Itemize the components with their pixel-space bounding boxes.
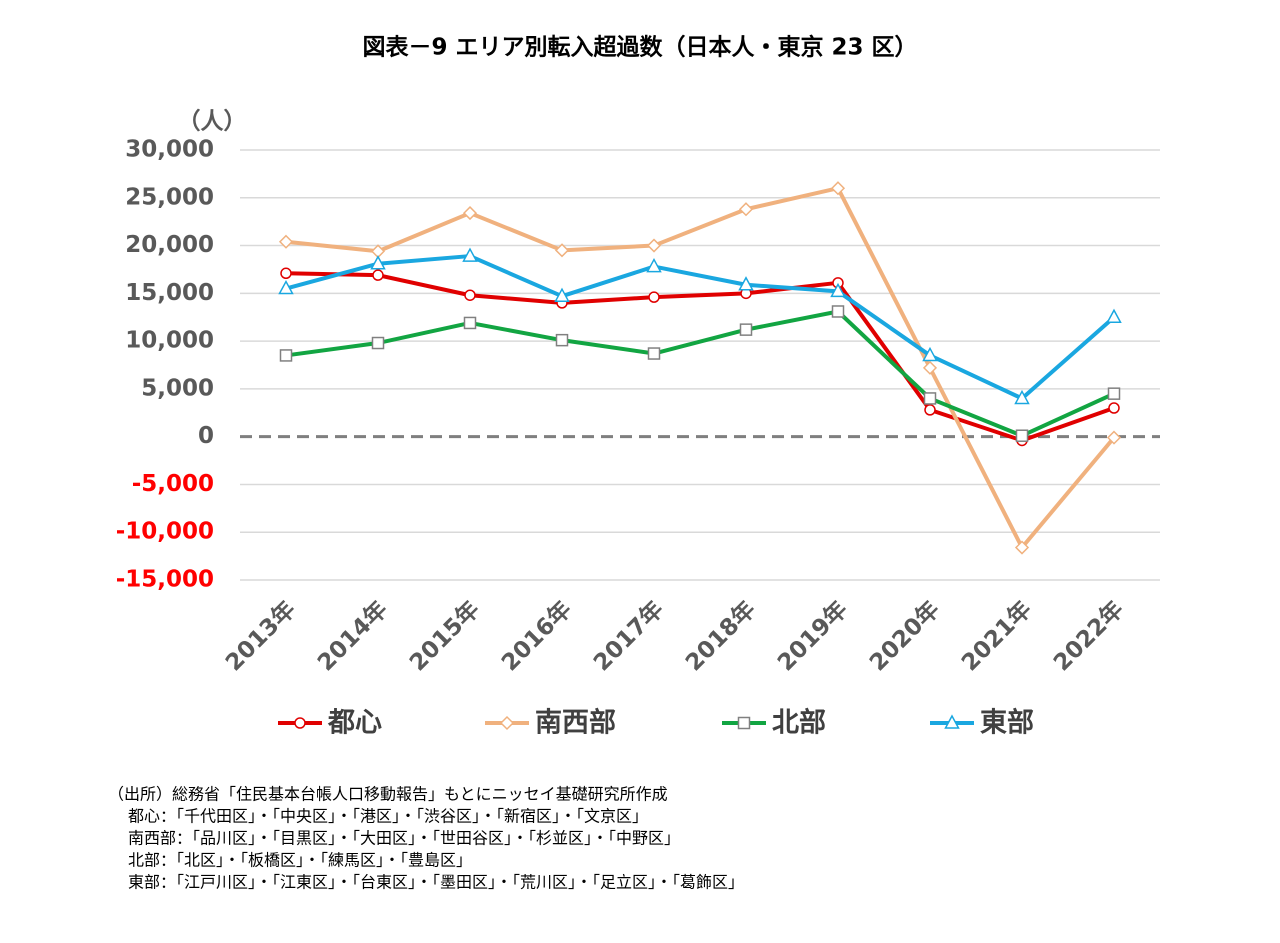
marker <box>280 267 292 280</box>
marker <box>1107 387 1121 400</box>
x-tick-label: 2022年 <box>1048 596 1129 677</box>
legend-label: 都心 <box>327 708 382 739</box>
marker <box>464 289 476 301</box>
marker <box>1108 402 1120 414</box>
y-tick-label: -15,000 <box>116 567 214 593</box>
note: （出所）総務省「住民基本台帳人口移動報告」もとにニッセイ基礎研究所作成 <box>108 785 668 804</box>
marker <box>1015 429 1029 442</box>
series-line <box>285 254 1116 401</box>
y-tick-label: 30,000 <box>125 137 214 163</box>
marker <box>739 323 753 336</box>
marker <box>554 287 570 302</box>
marker <box>1014 540 1030 555</box>
x-tick-label: 2020年 <box>864 596 945 677</box>
marker <box>371 336 385 350</box>
chart-title: 図表－9 エリア別転入超過数（日本人・東京 23 区） <box>362 34 917 61</box>
marker <box>944 714 960 729</box>
x-tick-label: 2018年 <box>680 596 761 677</box>
legend-label: 南西部 <box>535 707 616 739</box>
marker <box>922 346 938 362</box>
note: 南西部：「品川区」・「目黒区」・「大田区」・「世田谷区」・「杉並区」・「中野区」 <box>128 829 680 848</box>
marker <box>738 202 754 217</box>
marker <box>1106 430 1122 445</box>
legend-label: 北部 <box>772 707 826 739</box>
y-tick-label: 15,000 <box>125 280 214 306</box>
y-tick-label: -5,000 <box>132 471 214 497</box>
y-tick-label: -10,000 <box>116 519 214 545</box>
marker <box>1106 308 1122 323</box>
x-tick-label: 2016年 <box>496 596 577 677</box>
x-tick-label: 2017年 <box>588 596 669 677</box>
x-tick-label: 2019年 <box>772 596 853 677</box>
y-tick-label: 20,000 <box>125 232 214 258</box>
marker <box>370 255 386 270</box>
marker <box>830 282 846 298</box>
marker <box>1014 389 1030 405</box>
marker <box>279 349 293 362</box>
note: 東部：「江戸川区」・「江東区」・「台東区」・「墨田区」・「荒川区」・「足立区」・… <box>128 873 744 892</box>
marker <box>499 715 515 731</box>
x-tick-label: 2013年 <box>220 596 301 677</box>
marker <box>738 276 754 291</box>
marker <box>646 238 662 253</box>
note: 北部：「北区」・「板橋区」・「練馬区」・「豊島区」 <box>128 851 472 870</box>
marker <box>555 333 569 347</box>
marker <box>923 392 937 405</box>
y-tick-label: 0 <box>198 423 214 449</box>
marker <box>922 360 938 375</box>
marker <box>554 243 570 258</box>
x-tick-label: 2015年 <box>404 596 485 677</box>
series-line <box>285 186 1116 550</box>
marker <box>278 234 294 249</box>
marker <box>462 247 478 262</box>
note: 都心：「千代田区」・「中央区」・「港区」・「渋谷区」・「新宿区」・「文京区」 <box>128 807 648 826</box>
x-tick-label: 2021年 <box>956 596 1037 677</box>
marker <box>924 404 936 416</box>
y-tick-label: 25,000 <box>125 184 214 210</box>
marker <box>830 181 846 196</box>
x-tick-label: 2014年 <box>312 596 393 677</box>
marker <box>831 305 845 318</box>
y-unit: （人） <box>178 108 247 135</box>
y-tick-label: 5,000 <box>141 375 214 401</box>
marker <box>647 347 661 360</box>
marker <box>372 269 384 281</box>
marker <box>294 717 306 729</box>
marker <box>463 316 477 330</box>
marker <box>462 206 478 221</box>
marker <box>646 258 662 273</box>
series-line <box>285 271 1115 443</box>
y-tick-label: 10,000 <box>125 328 214 354</box>
legend-label: 東部 <box>980 707 1034 739</box>
series-line <box>285 309 1115 438</box>
marker <box>648 291 660 303</box>
marker <box>737 716 751 730</box>
marker <box>278 279 294 295</box>
